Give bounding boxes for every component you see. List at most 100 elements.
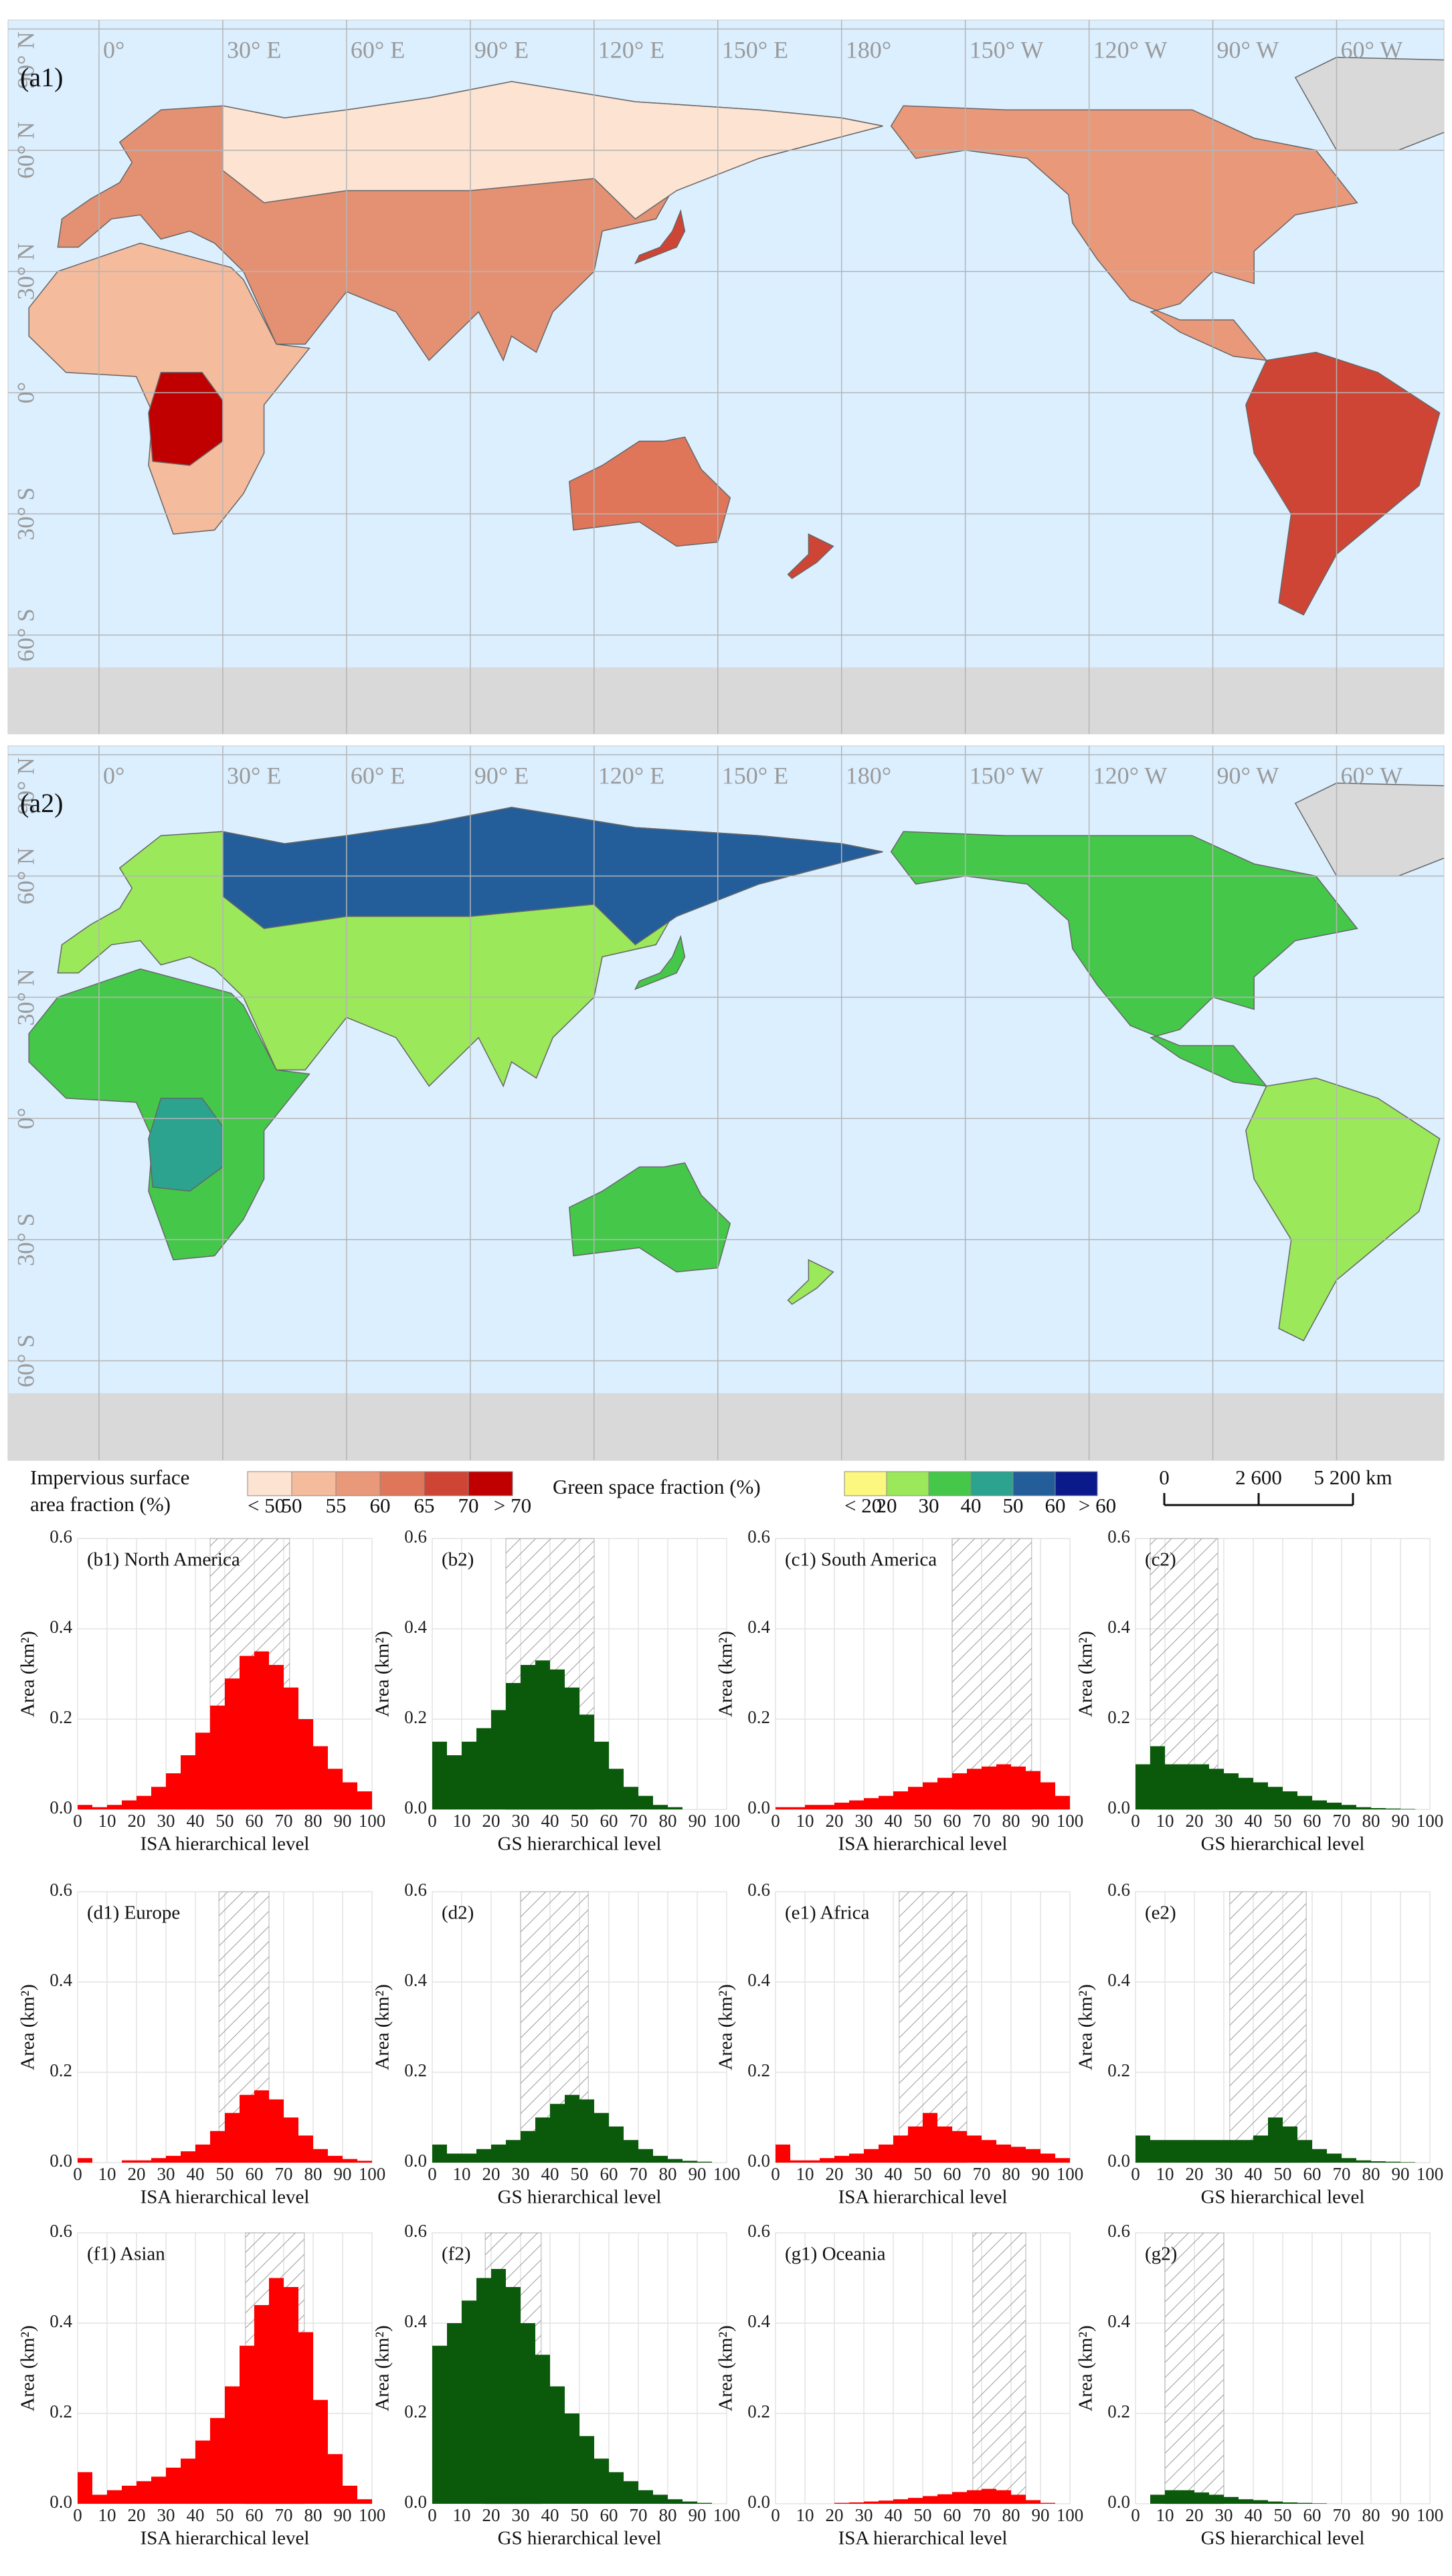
x-axis-label: GS hierarchical level bbox=[498, 2528, 662, 2549]
bar bbox=[166, 1773, 181, 1809]
x-tick-label: 50 bbox=[914, 1811, 932, 1831]
lon-label: 120° W bbox=[1093, 762, 1168, 789]
legend-swatch bbox=[468, 1471, 513, 1496]
bar bbox=[996, 2145, 1011, 2163]
scale-label: 2 600 bbox=[1235, 1466, 1282, 1489]
x-tick-label: 30 bbox=[855, 2164, 873, 2184]
legend-label: 55 bbox=[326, 1494, 347, 1517]
legend-label: 65 bbox=[414, 1494, 435, 1517]
region-australia bbox=[569, 1162, 731, 1273]
x-tick-label: 20 bbox=[1186, 2164, 1204, 2184]
x-tick-label: 80 bbox=[659, 2505, 677, 2525]
bar bbox=[908, 1787, 923, 1809]
x-tick-label: 70 bbox=[630, 1811, 648, 1831]
bar bbox=[1165, 2140, 1180, 2163]
bar bbox=[849, 1800, 864, 1809]
x-tick-label: 40 bbox=[885, 2505, 903, 2525]
y-tick-label: 0.6 bbox=[50, 2221, 72, 2241]
x-tick-label: 20 bbox=[128, 2164, 146, 2184]
x-tick-label: 60 bbox=[600, 2505, 618, 2525]
bar bbox=[1239, 2499, 1253, 2504]
x-tick-label: 60 bbox=[246, 2164, 264, 2184]
x-tick-label: 40 bbox=[1245, 2505, 1263, 2525]
y-axis-label: Area (km²) bbox=[372, 2325, 393, 2411]
bar bbox=[447, 2153, 462, 2163]
x-tick-label: 100 bbox=[1417, 1811, 1444, 1831]
bar bbox=[1356, 1807, 1371, 1809]
bar bbox=[1165, 1764, 1180, 1809]
x-tick-label: 50 bbox=[216, 2164, 234, 2184]
legend-swatch bbox=[928, 1471, 972, 1496]
bar bbox=[447, 1755, 462, 1809]
bar bbox=[952, 2131, 967, 2163]
bar bbox=[550, 2104, 565, 2163]
x-tick-label: 80 bbox=[1002, 1811, 1020, 1831]
x-tick-label: 0 bbox=[428, 2164, 437, 2184]
y-tick-label: 0.0 bbox=[404, 2492, 427, 2512]
lon-label: 30° E bbox=[227, 36, 281, 63]
y-tick-label: 0.2 bbox=[747, 2401, 770, 2421]
y-tick-label: 0.2 bbox=[404, 1707, 427, 1727]
scale-label: 5 200 km bbox=[1313, 1466, 1392, 1489]
legend-label: < 50 bbox=[248, 1494, 285, 1517]
y-tick-label: 0.0 bbox=[404, 2151, 427, 2171]
bar bbox=[254, 2090, 269, 2163]
bar bbox=[1040, 1782, 1055, 1809]
x-tick-label: 70 bbox=[275, 1811, 293, 1831]
bar bbox=[1180, 1764, 1194, 1809]
x-tick-label: 70 bbox=[973, 1811, 991, 1831]
map-land bbox=[8, 20, 1444, 734]
bar bbox=[506, 2140, 521, 2163]
y-tick-label: 0.6 bbox=[1107, 2221, 1130, 2241]
bar bbox=[805, 2160, 820, 2163]
y-axis-label: Area (km²) bbox=[1075, 1631, 1097, 1717]
shaded-range bbox=[951, 1538, 1032, 1810]
lon-label: 90° W bbox=[1217, 762, 1279, 789]
y-tick-label: 0.0 bbox=[747, 2151, 770, 2171]
bar bbox=[1055, 1795, 1070, 1809]
bar bbox=[195, 1732, 210, 1809]
bar bbox=[92, 1807, 107, 1809]
bar bbox=[653, 1805, 668, 1809]
y-axis-label: Area (km²) bbox=[17, 1984, 39, 2070]
bar bbox=[1180, 2140, 1194, 2163]
bar bbox=[1224, 2140, 1239, 2163]
region-japan bbox=[634, 209, 686, 265]
y-axis-label: Area (km²) bbox=[1075, 2325, 1097, 2411]
x-tick-label: 60 bbox=[246, 2505, 264, 2525]
bar bbox=[952, 1773, 967, 1809]
x-tick-label: 70 bbox=[275, 2164, 293, 2184]
x-tick-label: 0 bbox=[1131, 2505, 1140, 2525]
y-tick-label: 0.6 bbox=[747, 1880, 770, 1900]
x-tick-label: 90 bbox=[1392, 2164, 1410, 2184]
bar bbox=[624, 2481, 638, 2504]
bar bbox=[166, 2468, 181, 2504]
x-tick-label: 60 bbox=[246, 1811, 264, 1831]
bar bbox=[195, 2440, 210, 2504]
y-tick-label: 0.6 bbox=[404, 1526, 427, 1547]
lat-label: 60° N bbox=[12, 122, 39, 179]
x-tick-label: 100 bbox=[1417, 2164, 1444, 2184]
x-tick-label: 80 bbox=[659, 1811, 677, 1831]
x-tick-label: 50 bbox=[571, 2164, 589, 2184]
lat-label: 60° S bbox=[12, 1334, 39, 1387]
bar bbox=[491, 1710, 506, 1809]
y-tick-label: 0.0 bbox=[404, 1797, 427, 1817]
y-tick-label: 0.6 bbox=[50, 1526, 72, 1547]
bar bbox=[269, 2099, 284, 2163]
bar bbox=[78, 1805, 92, 1809]
lat-label: 30° N bbox=[12, 243, 39, 300]
x-tick-label: 40 bbox=[187, 1811, 205, 1831]
x-tick-label: 10 bbox=[796, 2505, 814, 2525]
bar bbox=[668, 1807, 683, 1809]
x-tick-label: 100 bbox=[359, 1811, 386, 1831]
antarctica bbox=[8, 667, 1444, 734]
chart-title: (f1) Asian bbox=[87, 2244, 165, 2265]
x-tick-label: 40 bbox=[541, 1811, 559, 1831]
bar bbox=[122, 1800, 137, 1809]
bar bbox=[697, 2161, 712, 2163]
bar bbox=[210, 2417, 225, 2504]
x-tick-label: 10 bbox=[98, 1811, 116, 1831]
chart-title: (c1) South America bbox=[785, 1549, 937, 1571]
x-axis-label: ISA hierarchical level bbox=[838, 2187, 1008, 2208]
